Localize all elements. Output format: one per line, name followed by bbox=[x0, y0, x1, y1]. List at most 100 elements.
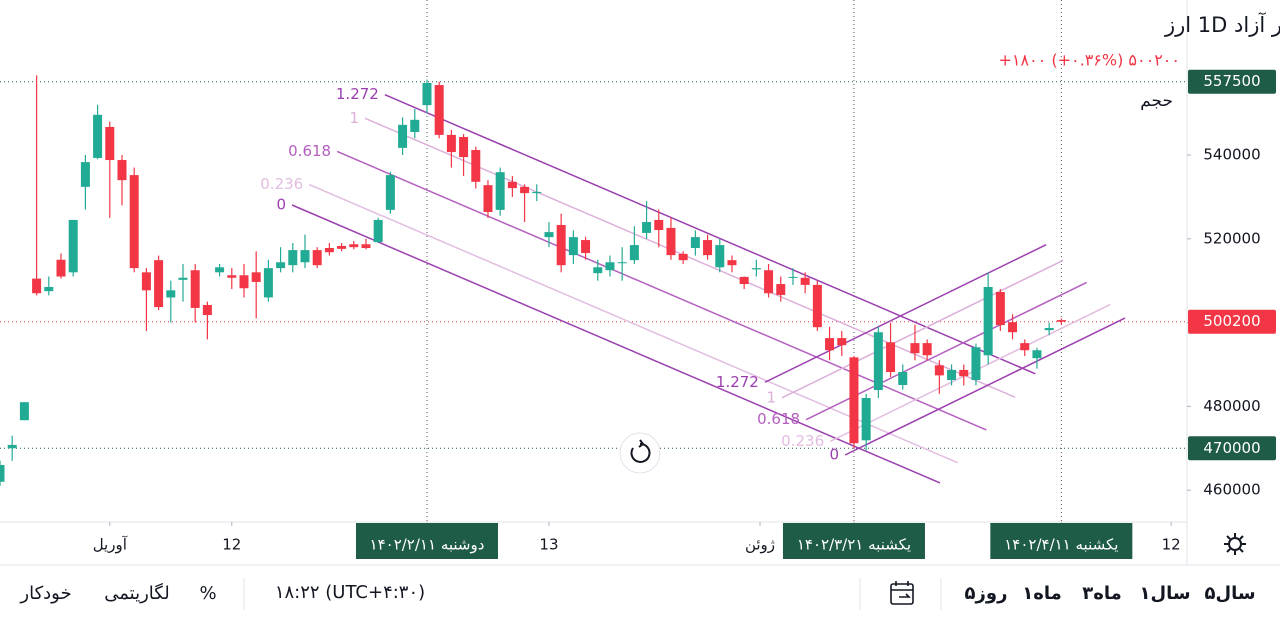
candle-body bbox=[410, 119, 420, 132]
candle-body bbox=[80, 162, 90, 187]
candle-body bbox=[446, 134, 456, 153]
candle-body bbox=[727, 260, 737, 266]
candle-body bbox=[666, 227, 676, 256]
candle-body bbox=[715, 245, 725, 268]
candle-body bbox=[788, 276, 798, 278]
calendar-arrow[interactable] bbox=[891, 581, 913, 598]
fib-level-label: 0 bbox=[829, 446, 839, 464]
candle-body bbox=[337, 245, 347, 249]
candle-body bbox=[886, 342, 896, 373]
fib-level-label: 0.236 bbox=[260, 175, 303, 193]
candle-body bbox=[812, 284, 822, 328]
candle-body bbox=[739, 276, 749, 285]
calendar[interactable] bbox=[890, 583, 914, 605]
candle-body bbox=[190, 270, 200, 308]
candle-body bbox=[129, 175, 139, 269]
date-tag bbox=[782, 523, 925, 559]
auto-toggle[interactable]: خودکار bbox=[19, 583, 71, 604]
candle-body bbox=[483, 185, 493, 212]
price-tag-label: 470000 bbox=[1203, 439, 1260, 457]
range-button[interactable]: ۱سال bbox=[1139, 583, 1190, 604]
candle-body bbox=[202, 304, 212, 316]
candle-body bbox=[1032, 350, 1042, 359]
candle-body bbox=[520, 186, 530, 194]
percent-toggle[interactable]: % bbox=[199, 583, 216, 604]
x-tick-label: یکشنبه ۱۴۰۲/۴/۱۱ bbox=[1004, 536, 1118, 554]
candle-body bbox=[568, 237, 578, 256]
candle-body bbox=[215, 267, 225, 273]
candle-body bbox=[288, 250, 298, 266]
x-tick-label: 12 bbox=[222, 536, 241, 554]
candle-body bbox=[32, 278, 42, 294]
candle-body bbox=[922, 343, 932, 356]
price-tag-label: 557500 bbox=[1203, 72, 1260, 90]
settings-icon[interactable] bbox=[1224, 533, 1246, 555]
date-tag bbox=[355, 523, 498, 559]
fib-level-line bbox=[805, 281, 1088, 421]
fib-level-label: 1 bbox=[766, 388, 776, 406]
candle-body bbox=[117, 160, 127, 181]
candle-body bbox=[642, 222, 652, 233]
candle-body bbox=[0, 465, 5, 482]
range-button[interactable]: ۱ماه bbox=[1022, 583, 1062, 604]
range-button[interactable]: ۵روز bbox=[965, 583, 1008, 604]
candle-body bbox=[263, 268, 273, 298]
y-tick-label: 540000 bbox=[1203, 146, 1260, 164]
candle-body bbox=[703, 240, 713, 256]
candle-body bbox=[349, 244, 359, 248]
gear-teeth[interactable] bbox=[1224, 533, 1246, 555]
fib-level-line bbox=[829, 303, 1111, 443]
fib-level-label: 0.618 bbox=[288, 142, 331, 160]
y-tick-label: 460000 bbox=[1203, 481, 1260, 499]
candle-body bbox=[1044, 328, 1054, 331]
candle-body bbox=[93, 114, 103, 158]
reset-circle[interactable] bbox=[619, 432, 661, 474]
candle-body bbox=[239, 275, 249, 289]
candle-body bbox=[1020, 343, 1030, 351]
candle-body bbox=[556, 224, 566, 266]
fib-level-label: 0 bbox=[276, 196, 286, 214]
candle-body bbox=[678, 253, 688, 261]
range-button[interactable]: ۳ماه bbox=[1082, 583, 1122, 604]
date-range-icon[interactable] bbox=[890, 581, 914, 605]
reset-button[interactable] bbox=[619, 432, 661, 474]
range-button[interactable]: ۵سال bbox=[1204, 583, 1255, 604]
candle-body bbox=[959, 369, 969, 377]
candle-body bbox=[105, 126, 115, 161]
x-tick-label: 12 bbox=[1162, 536, 1181, 554]
fib-level-line bbox=[764, 244, 1047, 383]
candle-body bbox=[276, 262, 286, 269]
fib-level-label: 1.272 bbox=[716, 373, 759, 391]
candle-body bbox=[544, 232, 554, 238]
time-zone[interactable]: ۱۸:۲۲ (UTC+۴:۳۰) bbox=[275, 582, 425, 603]
candle-body bbox=[166, 290, 176, 298]
candle-body bbox=[434, 85, 444, 135]
candle-body bbox=[617, 262, 627, 264]
candle-body bbox=[56, 259, 66, 277]
volume-label: حجم bbox=[1140, 91, 1173, 111]
candle-body bbox=[934, 365, 944, 376]
candle-body bbox=[837, 338, 847, 346]
candle-body bbox=[971, 347, 981, 380]
candle-body bbox=[910, 343, 920, 354]
fib-level-line bbox=[364, 117, 1016, 398]
chart-title: دلار آزاد 1D ارز bbox=[1164, 12, 1280, 37]
candle-body bbox=[227, 275, 237, 278]
gear[interactable] bbox=[1228, 537, 1242, 551]
candle-body bbox=[361, 244, 371, 249]
candle-body bbox=[507, 181, 517, 189]
candle-body bbox=[141, 272, 151, 291]
candle-body bbox=[1008, 322, 1018, 333]
candle-body bbox=[690, 237, 700, 249]
plot: 1.272 1 0.618 0.236 0 1.272 1 0.618 0.236 0 bbox=[0, 0, 1187, 522]
candle-body bbox=[154, 260, 164, 308]
fib-level-label: 0.236 bbox=[781, 432, 824, 450]
reset-icon[interactable] bbox=[630, 439, 651, 463]
log-toggle[interactable]: لگاریتمی bbox=[104, 582, 169, 604]
y-tick-label: 480000 bbox=[1203, 397, 1260, 415]
fib-level-label: 0.618 bbox=[757, 410, 800, 428]
x-tick-label: یکشنبه ۱۴۰۲/۳/۲۱ bbox=[797, 536, 911, 554]
candle-body bbox=[471, 149, 481, 182]
candle-body bbox=[629, 245, 639, 261]
fib-level-line bbox=[844, 317, 1126, 456]
